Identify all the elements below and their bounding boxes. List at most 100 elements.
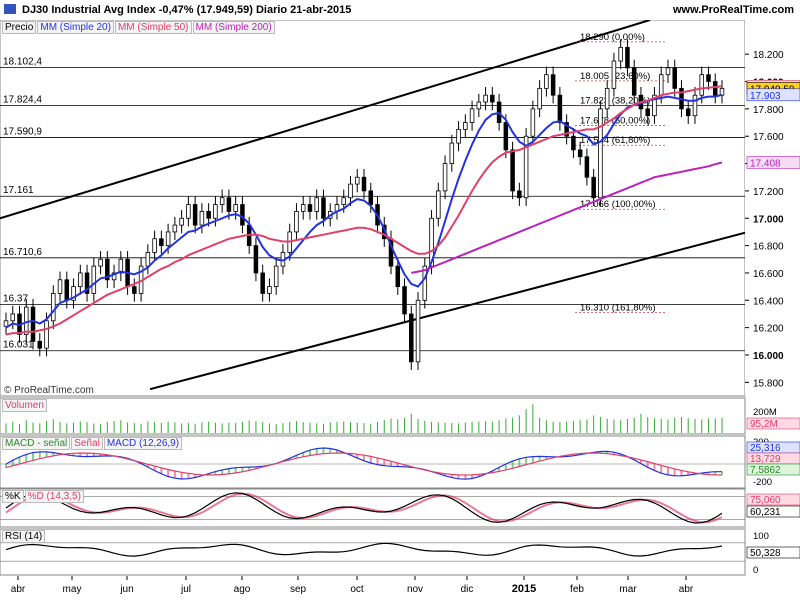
last-value-box bbox=[746, 88, 800, 102]
rsi-last-label: 50,328 bbox=[750, 548, 781, 559]
legend-sma200[interactable]: MM (Simple 200) bbox=[192, 21, 275, 34]
candle-body bbox=[294, 211, 299, 233]
candle-body bbox=[300, 204, 306, 212]
macd-last-label: 25,316 bbox=[750, 443, 781, 454]
candle-body bbox=[544, 74, 549, 89]
candle-body bbox=[307, 204, 313, 212]
candle-body bbox=[469, 108, 475, 123]
candle-body bbox=[692, 94, 698, 117]
horizontal-level-label: 17.161 bbox=[3, 185, 34, 196]
candle-body bbox=[98, 258, 103, 267]
price-legend: Precio MM (Simple 20) MM (Simple 50) MM (Si… bbox=[2, 21, 276, 34]
candle-body bbox=[652, 94, 657, 117]
candle-body bbox=[219, 197, 225, 205]
fib-label: 17.823 (38,20%) bbox=[580, 96, 650, 107]
candle-body bbox=[537, 87, 542, 110]
brand-link[interactable]: www.ProRealTime.com bbox=[672, 4, 794, 16]
fib-label: 16.310 (161,80%) bbox=[580, 303, 656, 314]
ma-line bbox=[5, 93, 723, 329]
candle-body bbox=[152, 238, 157, 253]
legend-sma50[interactable]: MM (Simple 50) bbox=[114, 21, 192, 34]
candle-body bbox=[658, 74, 664, 96]
price-axis-label: 15.800 bbox=[753, 378, 784, 389]
macd-line bbox=[5, 447, 722, 480]
legend-stoch-k[interactable]: %K bbox=[2, 490, 24, 503]
stoch-legend: %K %D (14,3,5) bbox=[2, 490, 85, 503]
x-axis-label: abr bbox=[11, 584, 26, 595]
candle-body bbox=[429, 217, 434, 267]
candle-body bbox=[51, 293, 56, 322]
price-axis-label: 17.800 bbox=[753, 105, 784, 116]
legend-rsi[interactable]: RSI (14) bbox=[2, 530, 46, 543]
candle-body bbox=[631, 67, 637, 96]
candle-body bbox=[132, 286, 137, 294]
chart-type-icon[interactable] bbox=[4, 4, 16, 14]
candle-body bbox=[490, 94, 495, 103]
ma-line bbox=[411, 161, 723, 274]
legend-volume[interactable]: Volumen bbox=[2, 399, 47, 412]
candle-body bbox=[584, 156, 590, 178]
candle-body bbox=[24, 306, 29, 335]
indicator-panels: 200M95,2M2000-20025,31613,7297,58628075,… bbox=[0, 397, 800, 576]
stoch-d-line bbox=[5, 492, 723, 524]
macd-last-label: 7,5862 bbox=[750, 465, 781, 476]
candle-body bbox=[44, 320, 49, 349]
fib-label: 17.066 (100,00%) bbox=[580, 199, 656, 210]
candle-body bbox=[449, 142, 455, 164]
price-grid: 18.102,4 17.824,4 17.590,9 17.161 16.710,6 16… bbox=[0, 19, 746, 397]
candle-body bbox=[226, 197, 232, 212]
legend-macd-diff[interactable]: MACD - señal bbox=[2, 437, 71, 450]
volume-axis-label: 200M bbox=[753, 407, 777, 418]
candle-body bbox=[625, 46, 630, 69]
channel-line bbox=[0, 19, 651, 220]
x-axis-label: dic bbox=[461, 584, 474, 595]
candle-body bbox=[354, 176, 360, 185]
macd-last-box bbox=[746, 463, 800, 476]
price-axis-bg bbox=[745, 20, 800, 396]
candle-body bbox=[604, 87, 610, 110]
candle-body bbox=[341, 197, 346, 205]
candle-body bbox=[409, 313, 414, 363]
horizontal-level-label: 16.37 bbox=[3, 293, 28, 304]
candle-body bbox=[186, 204, 191, 219]
volume-last-label: 95,2M bbox=[750, 419, 778, 430]
candle-body bbox=[422, 265, 428, 301]
candle-body bbox=[267, 286, 272, 294]
rsi-panel-frame bbox=[0, 528, 746, 576]
stoch-panel-frame bbox=[0, 488, 746, 528]
legend-sma20[interactable]: MM (Simple 20) bbox=[37, 21, 114, 34]
candle-body bbox=[672, 67, 677, 89]
price-axis-label: 17.600 bbox=[753, 132, 784, 143]
chart-title: DJ30 Industrial Avg Index -0,47% (17.949… bbox=[22, 4, 352, 16]
candle-body bbox=[192, 204, 198, 226]
candle-body bbox=[30, 306, 36, 342]
candle-body bbox=[550, 74, 556, 96]
macd-signal-line bbox=[5, 452, 723, 476]
x-axis-label: jun bbox=[119, 584, 133, 595]
candle-body bbox=[253, 245, 259, 274]
candle-body bbox=[523, 135, 529, 199]
candle-body bbox=[685, 108, 691, 117]
candle-body bbox=[172, 224, 178, 233]
candle-body bbox=[64, 279, 70, 301]
volume-last-box bbox=[746, 417, 800, 430]
legend-price[interactable]: Precio bbox=[2, 21, 37, 34]
price-axis-label: 16.400 bbox=[753, 296, 784, 307]
macd-axis-label: -200 bbox=[753, 477, 772, 488]
legend-stoch-d[interactable]: %D (14,3,5) bbox=[24, 490, 84, 503]
legend-macd-signal[interactable]: Señal bbox=[71, 437, 103, 450]
moving-averages bbox=[5, 85, 723, 336]
candle-body bbox=[571, 135, 576, 151]
candle-body bbox=[395, 265, 401, 288]
horizontal-level-label: 16.031 bbox=[3, 340, 34, 351]
candle-body bbox=[111, 272, 117, 281]
horizontal-level-label: 18.102,4 bbox=[3, 57, 42, 68]
stoch-k-line bbox=[5, 492, 723, 524]
rsi-axis-label: 0 bbox=[753, 565, 758, 576]
last-value-label: 17.408 bbox=[750, 158, 781, 169]
x-axis-bg bbox=[0, 577, 745, 600]
horizontal-level-label: 17.824,4 bbox=[3, 95, 42, 106]
rsi-last-box bbox=[746, 546, 800, 559]
legend-macd[interactable]: MACD (12,26,9) bbox=[103, 437, 183, 450]
